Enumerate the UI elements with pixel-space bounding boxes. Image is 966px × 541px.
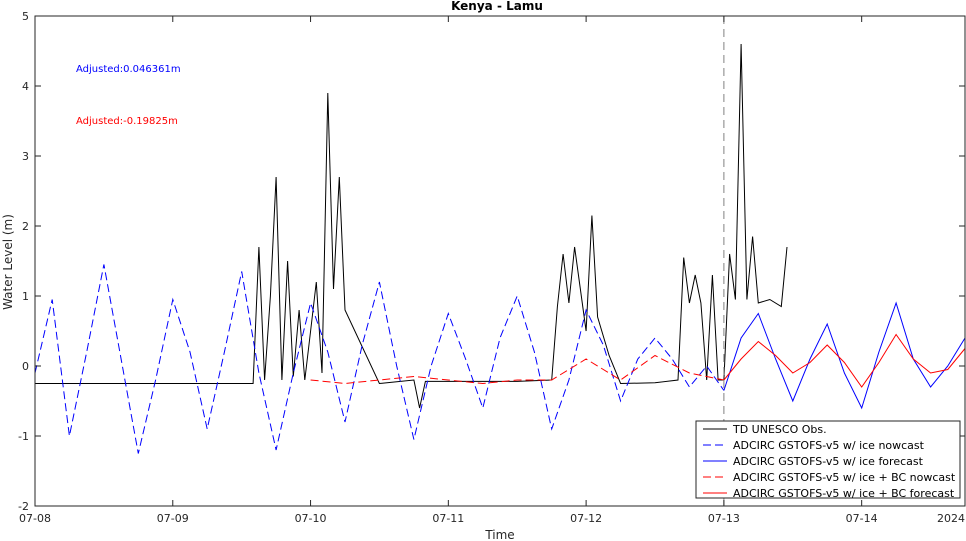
y-tick-label-6: 4 <box>22 80 29 93</box>
x-tick-label-3: 07-11 <box>432 512 464 525</box>
x-tick-label-2: 07-10 <box>295 512 327 525</box>
series-line-0 <box>35 43 788 409</box>
legend-label-4: ADCIRC GSTOFS-v5 w/ ice + BC forecast <box>733 487 955 500</box>
x-tick-label-5: 07-13 <box>708 512 740 525</box>
y-tick-label-7: 5 <box>22 10 29 23</box>
legend-box <box>695 420 961 499</box>
plot-frame <box>34 15 966 507</box>
ticks-layer: -2 -1 0 1 2 3 4 5 07-08 07-09 07-10 07-11 07-12 07-13… <box>18 10 965 525</box>
annotation-red-adjusted: Adjusted:-0.19825m <box>76 116 178 127</box>
y-tick-label-3: 1 <box>22 290 29 303</box>
y-tick-label-4: 2 <box>22 220 29 233</box>
y-tick-label-2: 0 <box>22 360 29 373</box>
legend-label-2: ADCIRC GSTOFS-v5 w/ ice forecast <box>733 455 924 468</box>
series-line-2 <box>723 301 966 410</box>
y-axis-title: Water Level (m) <box>1 214 15 310</box>
year-label: 2024 <box>937 512 965 525</box>
x-tick-label-1: 07-09 <box>157 512 189 525</box>
x-axis-title: Time <box>484 528 514 541</box>
series-line-4 <box>723 333 966 388</box>
x-tick-label-0: 07-08 <box>19 512 51 525</box>
annotation-blue-adjusted: Adjusted:0.046361m <box>76 64 181 75</box>
x-tick-label-4: 07-12 <box>570 512 602 525</box>
series-line-1 <box>34 264 725 454</box>
legend-label-3: ADCIRC GSTOFS-v5 w/ ice + BC nowcast <box>733 471 956 484</box>
legend-label-0: TD UNESCO Obs. <box>732 423 827 436</box>
chart-title: Kenya - Lamu <box>451 0 543 13</box>
y-tick-label-0: -2 <box>18 500 29 513</box>
series-line-3 <box>310 354 724 385</box>
series-layer <box>34 43 966 454</box>
legend: TD UNESCO Obs. ADCIRC GSTOFS-v5 w/ ice no… <box>695 420 961 500</box>
y-tick-label-5: 3 <box>22 150 29 163</box>
y-tick-label-1: -1 <box>18 430 29 443</box>
x-tick-label-6: 07-14 <box>846 512 878 525</box>
legend-label-1: ADCIRC GSTOFS-v5 w/ ice nowcast <box>733 439 925 452</box>
